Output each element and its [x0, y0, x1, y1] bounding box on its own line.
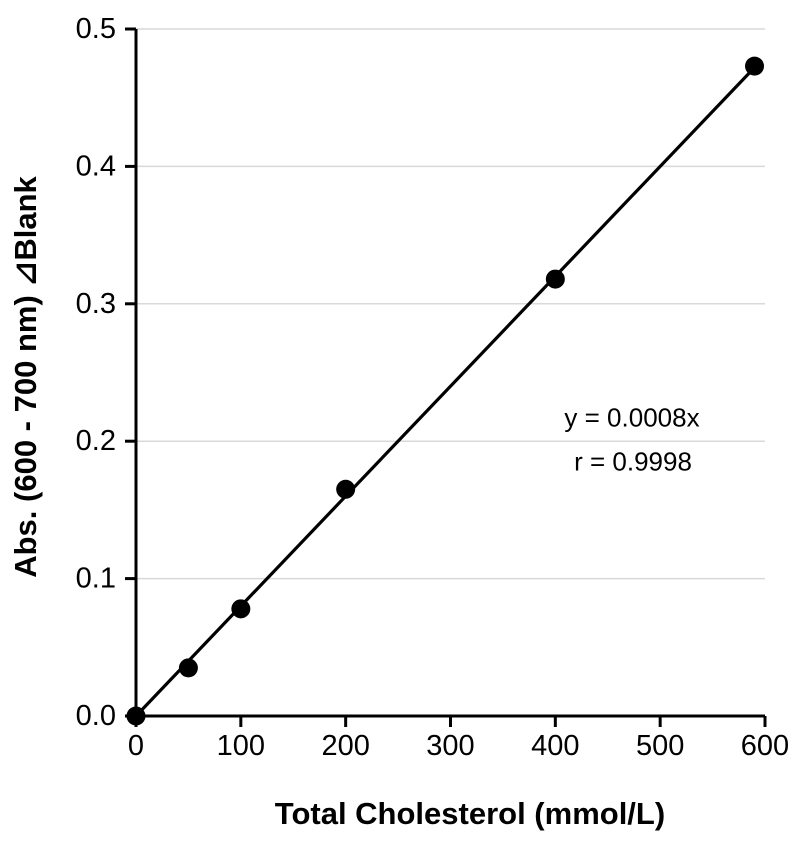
y-tick-label: 0.3 [76, 288, 116, 320]
y-tick-label: 0.4 [76, 150, 116, 182]
x-axis-title: Total Cholesterol (mmol/L) [274, 796, 666, 831]
y-tick-label: 0.0 [76, 700, 116, 732]
y-tick-label: 0.2 [76, 425, 116, 457]
correlation-coefficient-label: r = 0.9998 [574, 446, 692, 477]
fit-equation-label: y = 0.0008x [564, 402, 700, 433]
x-tick-label: 400 [531, 730, 579, 762]
data-point [126, 706, 146, 726]
x-tick-label: 500 [636, 730, 684, 762]
data-point [178, 658, 198, 678]
x-tick-label: 100 [217, 730, 265, 762]
data-point [336, 479, 356, 499]
y-tick-label: 0.5 [76, 13, 116, 45]
y-axis-title: Abs. (600 - 700 nm) ⊿Blank [8, 176, 43, 578]
data-point [545, 269, 565, 289]
data-point [231, 599, 251, 619]
y-tick-label: 0.1 [76, 563, 116, 595]
data-point [745, 56, 765, 76]
x-tick-label: 200 [321, 730, 369, 762]
fit-line [134, 66, 756, 718]
x-tick-label: 600 [741, 730, 789, 762]
x-tick-label: 300 [426, 730, 474, 762]
x-tick-label: 0 [128, 730, 144, 762]
